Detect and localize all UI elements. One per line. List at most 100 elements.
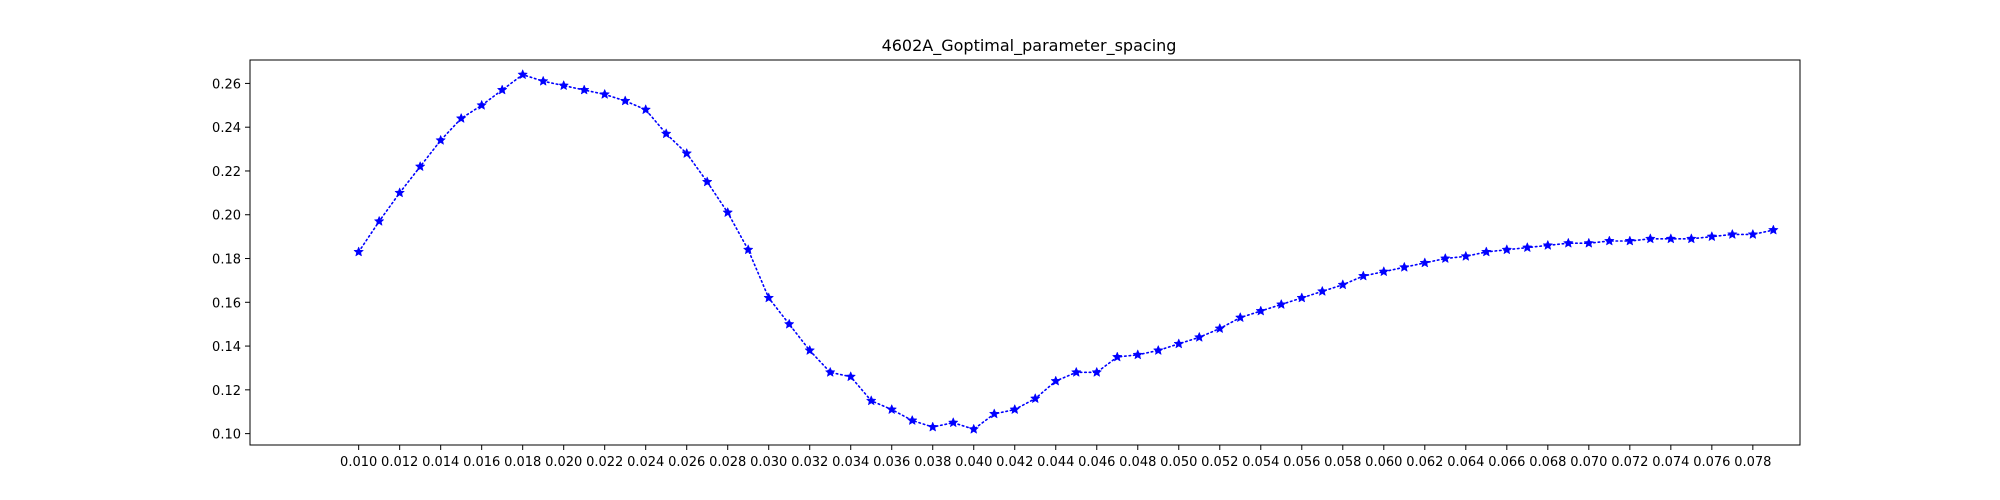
data-point-star <box>701 176 713 187</box>
data-point-star <box>1091 366 1103 377</box>
data-point-star <box>886 403 898 415</box>
data-point-star <box>353 246 365 257</box>
data-point-star <box>1173 338 1185 349</box>
data-point-star <box>845 371 857 382</box>
data-point-star <box>865 395 877 406</box>
data-point-star <box>496 84 508 95</box>
x-tick-label: 0.020 <box>545 455 582 470</box>
plot-area: 0.010 0.012 0.014 0.016 0.018 0.020 0.022 0.024… <box>212 59 1801 470</box>
x-tick-label: 0.052 <box>1201 455 1238 470</box>
data-point-star <box>1562 237 1574 248</box>
data-point-star <box>476 99 488 110</box>
x-tick-label: 0.056 <box>1283 455 1320 470</box>
y-tick-label: 0.18 <box>212 253 241 268</box>
data-point-star <box>1542 239 1554 250</box>
x-tick-label: 0.036 <box>873 455 910 470</box>
x-tick-label: 0.038 <box>914 455 951 470</box>
data-point-star <box>558 79 570 91</box>
data-point-star <box>1521 241 1533 253</box>
data-point-star <box>947 417 959 428</box>
data-point-star <box>517 69 529 80</box>
x-tick-label: 0.062 <box>1406 455 1443 470</box>
data-point-star <box>1747 228 1759 240</box>
data-point-star <box>968 423 980 434</box>
data-point-star <box>1050 375 1062 386</box>
data-point-star <box>1460 250 1472 261</box>
data-point-star <box>1767 224 1779 235</box>
data-point-star <box>1685 233 1697 244</box>
data-point-star <box>619 95 631 106</box>
y-tick-label: 0.12 <box>212 384 241 399</box>
data-point-star <box>394 187 406 198</box>
data-point-star <box>804 344 816 356</box>
data-point-star <box>1029 392 1041 404</box>
data-point-star <box>1706 230 1718 242</box>
data-point-star <box>1337 279 1349 290</box>
x-tick-label: 0.016 <box>463 455 500 470</box>
x-tick-label: 0.026 <box>668 455 705 470</box>
x-tick-label: 0.070 <box>1570 455 1607 470</box>
x-tick-label: 0.058 <box>1324 455 1361 470</box>
data-point-star <box>1501 244 1513 255</box>
x-tick-label: 0.060 <box>1365 455 1402 470</box>
x-tick-label: 0.074 <box>1652 455 1689 470</box>
data-point-star <box>1378 265 1390 277</box>
data-point-star <box>783 318 795 329</box>
data-point-star <box>373 215 385 226</box>
data-point-star <box>578 84 590 95</box>
data-point-star <box>1665 233 1677 244</box>
x-tick-label: 0.032 <box>791 455 828 470</box>
data-point-star <box>1214 322 1226 334</box>
x-tick-label: 0.024 <box>627 455 664 470</box>
data-point-star <box>1234 311 1246 323</box>
y-tick-label: 0.20 <box>212 209 241 224</box>
x-tick-label: 0.042 <box>996 455 1033 470</box>
x-tick-label: 0.066 <box>1488 455 1525 470</box>
data-point-star <box>722 206 734 218</box>
data-point-star <box>1726 228 1738 240</box>
y-tick-label: 0.16 <box>212 296 241 311</box>
x-tick-label: 0.048 <box>1119 455 1156 470</box>
data-point-star <box>1583 237 1595 248</box>
data-point-star <box>1398 261 1410 272</box>
data-point-star <box>1070 366 1082 377</box>
data-point-star <box>988 408 1000 419</box>
data-point-star <box>660 128 672 139</box>
data-point-star <box>1624 235 1636 246</box>
y-tick-label: 0.22 <box>212 165 241 180</box>
x-tick-label: 0.078 <box>1734 455 1771 470</box>
axes-frame <box>249 59 1801 446</box>
data-point-star <box>640 104 652 115</box>
data-point-star <box>599 88 611 99</box>
data-point-star <box>455 112 467 124</box>
chart-title: 4602A_Goptimal_parameter_spacing <box>882 36 1177 56</box>
x-tick-label: 0.068 <box>1529 455 1566 470</box>
series-line <box>357 73 1775 431</box>
data-point-star <box>1316 285 1328 296</box>
data-point-star <box>763 292 775 303</box>
data-point-star <box>414 160 426 172</box>
x-tick-label: 0.050 <box>1160 455 1197 470</box>
data-point-star <box>1419 257 1431 268</box>
x-tick-label: 0.046 <box>1078 455 1115 470</box>
x-tick-label: 0.018 <box>504 455 541 470</box>
y-tick-label: 0.14 <box>212 340 241 355</box>
data-point-star <box>742 244 754 255</box>
data-point-star <box>681 147 693 159</box>
data-point-star <box>1152 344 1164 356</box>
data-point-star <box>1193 331 1205 342</box>
y-tick-label: 0.24 <box>212 121 241 136</box>
data-point-star <box>1275 298 1287 310</box>
x-tick-label: 0.014 <box>422 455 459 470</box>
data-point-star <box>537 75 549 86</box>
data-point-star <box>1603 235 1615 246</box>
data-point-star <box>1480 246 1492 257</box>
x-tick-label: 0.030 <box>750 455 787 470</box>
y-tick-label: 0.10 <box>212 428 241 443</box>
x-tick-label: 0.034 <box>832 455 869 470</box>
x-tick-label: 0.012 <box>381 455 418 470</box>
data-point-star <box>1357 270 1369 281</box>
data-point-star <box>1296 292 1308 303</box>
x-tick-label: 0.064 <box>1447 455 1484 470</box>
